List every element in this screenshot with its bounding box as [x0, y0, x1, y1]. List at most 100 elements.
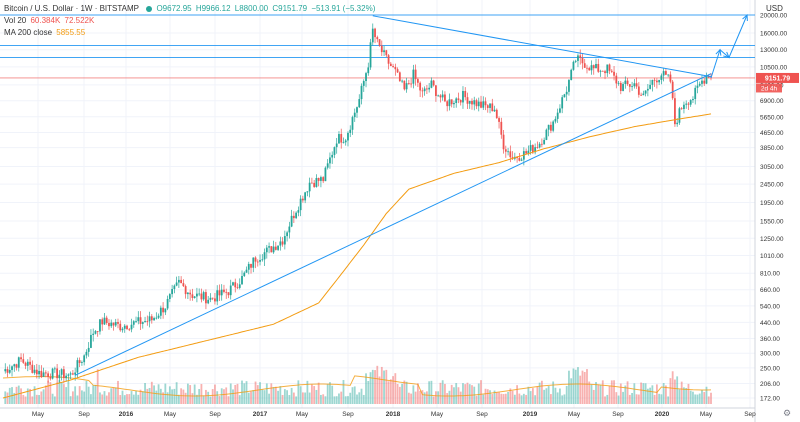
volume-bar	[29, 388, 31, 404]
candle-body	[674, 98, 676, 125]
candle-body	[292, 215, 295, 219]
candle-body	[631, 86, 633, 88]
candle-body	[8, 369, 11, 373]
volume-bar	[22, 394, 25, 404]
volume-bar	[441, 380, 444, 404]
volume-bar	[114, 387, 117, 404]
candle-body	[468, 100, 471, 104]
candle-body	[507, 151, 509, 153]
candle-body	[286, 232, 289, 237]
price-tick-label: 16000.00	[760, 30, 787, 37]
volume-bar	[117, 380, 119, 404]
candle-body	[696, 85, 699, 88]
candle-body	[4, 369, 7, 372]
volume-bar	[360, 388, 363, 404]
volume-bar	[92, 385, 95, 404]
candle-body	[624, 80, 627, 84]
candle-body	[529, 145, 532, 151]
candle-body	[141, 322, 144, 324]
volume-bar	[290, 387, 293, 404]
candle-body	[665, 71, 667, 75]
candle-body	[344, 140, 347, 143]
volume-bar	[707, 396, 710, 404]
volume-bar	[606, 394, 609, 404]
time-tick-label: May	[32, 411, 45, 418]
candle-body	[139, 317, 142, 324]
candle-body	[335, 143, 338, 148]
candle-body	[531, 145, 534, 153]
volume-bar	[329, 382, 331, 404]
candle-body	[491, 103, 494, 112]
candle-body	[148, 316, 151, 322]
volume-bar	[243, 383, 246, 404]
volume-bar	[601, 380, 604, 404]
volume-bar	[254, 381, 257, 404]
volume-bar	[622, 391, 624, 404]
candle-body	[35, 369, 38, 375]
volume-bar	[633, 383, 636, 404]
last-price-label: 9151.79	[765, 76, 790, 83]
candle-body	[392, 66, 394, 67]
candle-body	[209, 297, 212, 300]
volume-bar	[425, 391, 428, 404]
candle-body	[577, 55, 579, 61]
candle-body	[362, 81, 365, 86]
candle-body	[252, 257, 255, 268]
candle-body	[356, 107, 358, 113]
candle-body	[6, 369, 9, 373]
volume-legend: Vol 20 60.384K 72.522K	[4, 16, 96, 25]
time-tick-label: Sep	[476, 411, 488, 418]
volume-bar	[146, 388, 149, 404]
volume-bar	[482, 394, 485, 404]
candle-body	[81, 362, 83, 364]
volume-bar	[119, 395, 122, 404]
candle-body	[367, 67, 370, 74]
candle-body	[520, 159, 523, 161]
candle-body	[498, 118, 500, 122]
candle-body	[108, 322, 110, 327]
candle-body	[69, 373, 72, 375]
volume-bar	[20, 388, 22, 404]
price-tick-label: 172.00	[760, 396, 780, 403]
volume-bar	[369, 372, 372, 404]
candle-body	[701, 80, 703, 84]
symbol-legend: Bitcoin / U.S. Dollar · 1W · BITSTAMP O9…	[4, 4, 377, 13]
ma-value: 5855.55	[56, 28, 86, 37]
volume-bar	[324, 396, 327, 404]
volume-bar	[378, 376, 381, 404]
volume-bar	[362, 394, 365, 404]
volume-label: Vol 20	[4, 16, 27, 25]
candle-body	[464, 90, 467, 98]
candle-body	[610, 70, 613, 72]
volume-bar	[340, 391, 343, 404]
volume-bar	[599, 384, 602, 404]
volume-bar	[437, 391, 440, 404]
candle-body	[694, 87, 697, 100]
candle-body	[619, 82, 622, 91]
candle-body	[601, 70, 604, 72]
volume-bar	[216, 391, 219, 404]
candle-body	[457, 98, 460, 100]
volume-bar	[331, 385, 334, 404]
volume-bar	[678, 389, 681, 404]
candle-body	[110, 322, 113, 327]
candle-body	[398, 72, 401, 82]
volume-bar	[392, 376, 394, 404]
time-tick-label: May	[568, 411, 581, 418]
volume-bar	[455, 383, 458, 404]
candle-body	[414, 69, 417, 80]
volume-bar	[351, 387, 354, 404]
volume-bar	[261, 389, 264, 404]
volume-bar	[552, 381, 555, 404]
candle-body	[297, 210, 300, 213]
volume-bar	[306, 380, 309, 404]
volume-bar	[53, 396, 56, 404]
volume-bar	[500, 393, 503, 404]
volume-bar	[186, 383, 189, 404]
volume-bar	[416, 383, 419, 404]
candle-body	[53, 368, 56, 370]
candle-body	[329, 157, 331, 164]
volume-bar	[342, 380, 345, 404]
candle-body	[608, 64, 611, 71]
